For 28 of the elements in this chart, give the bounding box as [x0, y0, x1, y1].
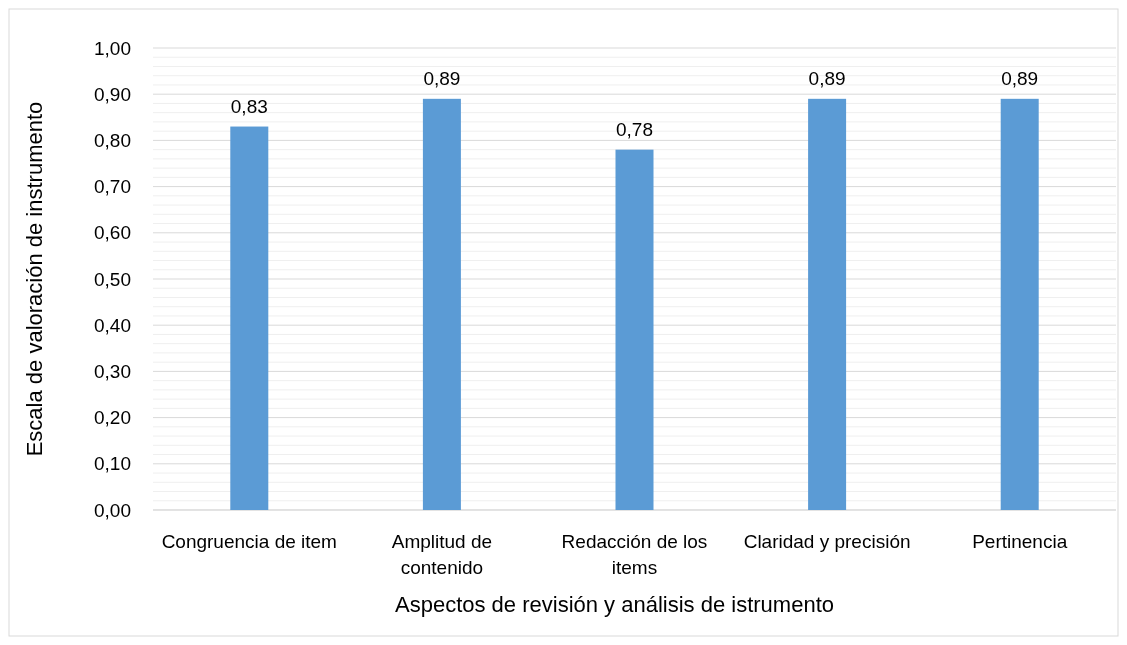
y-tick-label: 1,00 [94, 37, 131, 59]
y-tick-label: 0,80 [94, 130, 131, 152]
bar [422, 98, 461, 510]
y-tick-label: 0,60 [94, 222, 131, 244]
y-tick-label: 0,20 [94, 407, 131, 429]
y-tick-label: 0,40 [94, 314, 131, 336]
data-label: 0,89 [808, 67, 846, 89]
x-axis-title: Aspectos de revisión y análisis de istrumento [395, 592, 834, 617]
y-tick-label: 0,90 [94, 83, 131, 105]
x-tick-label: Congruencia de item [161, 531, 337, 552]
y-tick-label: 0,50 [94, 268, 131, 290]
y-tick-label: 0,30 [94, 361, 131, 383]
x-tick-label: Claridad y precisión [743, 531, 911, 552]
x-tick-label: Amplitud de contenido [391, 531, 493, 578]
bar [615, 149, 654, 510]
y-axis-title: Escala de valoración de instrumento [22, 101, 47, 457]
y-tick-label: 0,00 [94, 499, 131, 521]
data-label: 0,83 [230, 95, 268, 117]
bar [1000, 98, 1039, 510]
data-label: 0,78 [616, 118, 653, 140]
bar [808, 98, 847, 510]
data-label: 0,89 [1001, 67, 1039, 89]
bar [230, 126, 269, 510]
data-label: 0,89 [423, 67, 461, 89]
y-tick-label: 0,10 [94, 453, 131, 475]
x-tick-label: Redacción de los items [561, 531, 708, 578]
x-tick-label: Pertinencia [972, 531, 1068, 552]
y-tick-label: 0,70 [94, 176, 131, 198]
